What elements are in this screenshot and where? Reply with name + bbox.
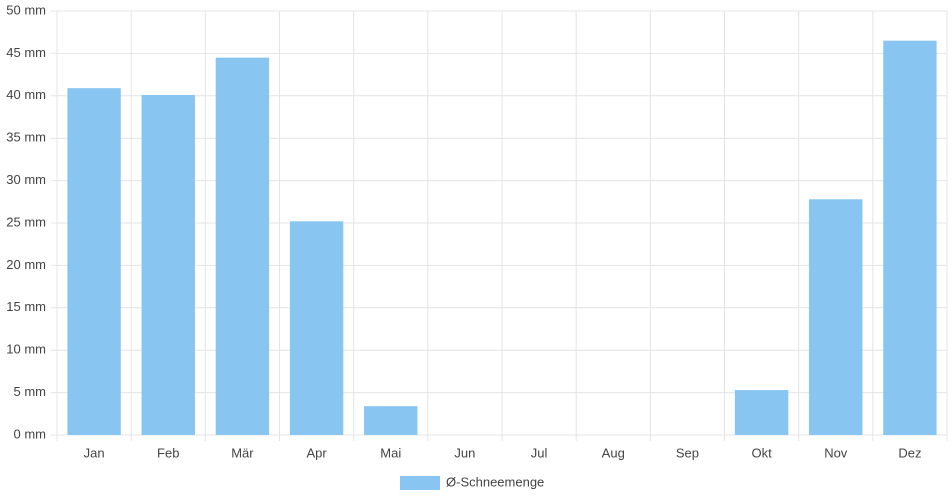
x-tick-label: Jun bbox=[454, 445, 475, 460]
y-tick-label: 30 mm bbox=[6, 172, 46, 187]
y-tick-label: 5 mm bbox=[14, 384, 47, 399]
y-tick-label: 25 mm bbox=[6, 214, 46, 229]
bar bbox=[734, 390, 789, 435]
x-tick-label: Apr bbox=[306, 445, 327, 460]
x-tick-label: Nov bbox=[824, 445, 848, 460]
bar bbox=[809, 199, 863, 435]
x-tick-label: Aug bbox=[602, 445, 625, 460]
x-tick-label: Dez bbox=[898, 445, 921, 460]
bar bbox=[883, 40, 937, 436]
x-tick-label: Sep bbox=[676, 445, 699, 460]
y-tick-label: 40 mm bbox=[6, 87, 46, 102]
x-tick-label: Mär bbox=[231, 445, 254, 460]
x-tick-label: Mai bbox=[380, 445, 401, 460]
x-tick-label: Feb bbox=[157, 445, 179, 460]
y-tick-label: 10 mm bbox=[6, 342, 46, 357]
y-tick-label: 0 mm bbox=[14, 426, 47, 441]
bar bbox=[67, 88, 121, 435]
bar bbox=[289, 221, 344, 435]
y-tick-label: 35 mm bbox=[6, 130, 46, 145]
x-tick-label: Jan bbox=[84, 445, 105, 460]
y-tick-label: 15 mm bbox=[6, 299, 46, 314]
y-tick-label: 50 mm bbox=[6, 2, 46, 17]
bar bbox=[215, 57, 270, 435]
bar bbox=[364, 406, 418, 435]
x-tick-label: Jul bbox=[531, 445, 548, 460]
legend-swatch bbox=[400, 476, 440, 490]
bar bbox=[141, 94, 195, 436]
y-tick-label: 20 mm bbox=[6, 257, 46, 272]
y-tick-label: 45 mm bbox=[6, 45, 46, 60]
x-tick-label: Okt bbox=[751, 445, 772, 460]
legend-label: Ø-Schneemenge bbox=[446, 474, 544, 489]
